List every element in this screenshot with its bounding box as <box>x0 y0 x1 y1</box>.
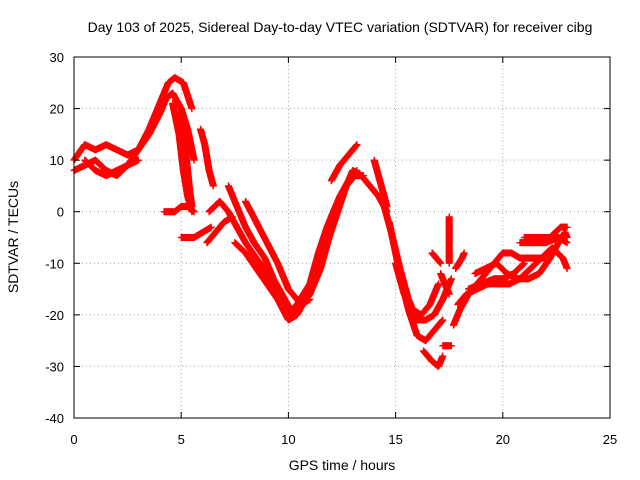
data-point <box>439 316 447 324</box>
data-point <box>353 166 361 174</box>
data-point <box>447 342 455 350</box>
x-tick-label: 15 <box>388 432 402 447</box>
data-point <box>134 156 142 164</box>
y-tick-label: -10 <box>45 256 64 271</box>
chart-title: Day 103 of 2025, Sidereal Day-to-day VTE… <box>88 19 593 35</box>
data-point <box>563 264 571 272</box>
series-track-11 <box>224 172 367 314</box>
x-tick-label: 5 <box>178 432 185 447</box>
series-track-20 <box>439 342 455 350</box>
series-track-22 <box>428 249 445 267</box>
data-point <box>460 249 468 257</box>
series-track-30 <box>520 223 571 241</box>
x-tick-label: 25 <box>603 432 617 447</box>
data-point <box>563 239 571 247</box>
series-track-6 <box>160 203 198 216</box>
x-tick-label: 10 <box>281 432 295 447</box>
y-tick-label: -30 <box>45 359 64 374</box>
plot-frame <box>73 56 611 419</box>
series-track-13 <box>242 197 314 309</box>
series-track-5 <box>177 105 196 211</box>
tick-layer: 0 5 10 15 20 25 -40 -30 -20 -10 0 10 20 30 <box>45 50 617 447</box>
data-point <box>563 223 571 231</box>
series-track-28 <box>471 228 571 283</box>
data-point <box>353 141 361 149</box>
y-tick-label: 20 <box>50 102 64 117</box>
y-tick-label: 0 <box>57 205 64 220</box>
series-track-19 <box>419 347 447 370</box>
series-track-21 <box>445 213 453 267</box>
data-point <box>439 352 447 360</box>
data-point <box>359 172 367 180</box>
series-track-8 <box>196 125 217 190</box>
y-tick-label: 30 <box>50 50 64 65</box>
series-track-3 <box>81 156 142 180</box>
y-axis-label: SDTVAR / TECUs <box>5 181 21 293</box>
series-track-12 <box>231 166 361 324</box>
data-point <box>207 223 215 231</box>
series-track-7 <box>177 223 215 241</box>
series-track-14 <box>327 141 361 185</box>
series-track-17 <box>379 197 455 324</box>
y-tick-label: -40 <box>45 411 64 426</box>
series-track-27 <box>452 249 468 272</box>
y-tick-label: -20 <box>45 308 64 323</box>
data-point <box>306 295 314 303</box>
data-point <box>445 290 453 298</box>
data-point <box>188 105 196 113</box>
x-tick-label: 20 <box>496 432 510 447</box>
x-axis-label: GPS time / hours <box>289 457 396 473</box>
data-point <box>447 275 455 283</box>
data-point <box>190 208 198 216</box>
data-point <box>190 156 198 164</box>
data-layer <box>70 74 571 370</box>
data-point <box>445 259 453 267</box>
data-point <box>520 259 528 267</box>
data-point <box>434 280 442 288</box>
data-point <box>209 182 217 190</box>
x-tick-label: 0 <box>70 432 77 447</box>
data-point <box>437 259 445 267</box>
series-track-18 <box>392 259 442 319</box>
y-tick-label: 10 <box>50 153 64 168</box>
series-track-23 <box>437 270 453 298</box>
